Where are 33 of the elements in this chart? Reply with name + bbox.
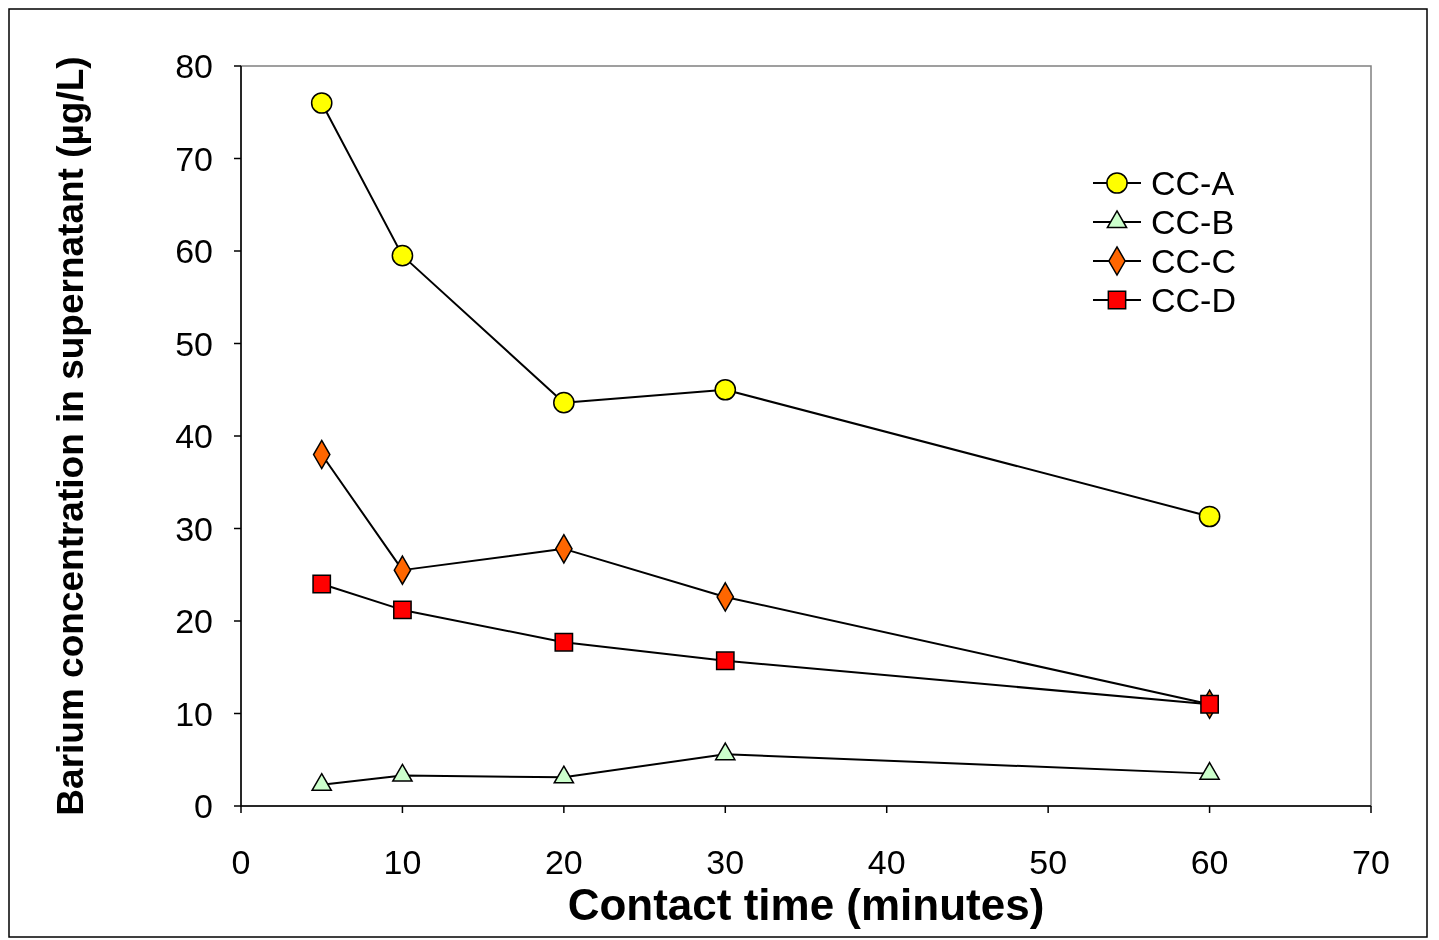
y-tick-label: 10 bbox=[175, 694, 213, 733]
y-tick-label: 50 bbox=[175, 324, 213, 363]
legend-label: CC-A bbox=[1151, 164, 1235, 202]
legend-label: CC-D bbox=[1151, 281, 1236, 319]
y-tick-label: 40 bbox=[175, 417, 213, 455]
point bbox=[1198, 505, 1221, 528]
y-tick-label: 0 bbox=[194, 787, 213, 825]
x-tick-label: 20 bbox=[544, 843, 583, 881]
x-tick-label: 10 bbox=[383, 843, 422, 881]
legend-label: CC-C bbox=[1151, 242, 1236, 280]
point bbox=[553, 391, 575, 414]
point bbox=[391, 244, 414, 267]
x-tick-label: 40 bbox=[867, 843, 906, 881]
point bbox=[1200, 694, 1219, 714]
x-tick-label: 60 bbox=[1190, 843, 1229, 881]
x-tick-label: 70 bbox=[1352, 843, 1390, 881]
legend-label: CC-B bbox=[1151, 203, 1235, 241]
y-tick-label: 70 bbox=[175, 139, 213, 178]
point bbox=[310, 92, 333, 114]
x-tick-label: 0 bbox=[231, 843, 251, 881]
point bbox=[715, 651, 735, 671]
y-tick-label: 30 bbox=[175, 509, 213, 548]
x-axis-title: Contact time (minutes) bbox=[567, 880, 1045, 929]
point bbox=[714, 378, 737, 401]
y-axis-title: Barium concentration in supernatant (µg/L) bbox=[50, 56, 91, 816]
point bbox=[393, 600, 412, 620]
y-tick-label: 60 bbox=[175, 232, 213, 270]
x-tick-label: 30 bbox=[706, 843, 745, 881]
y-tick-label: 80 bbox=[175, 47, 213, 85]
x-tick-label: 50 bbox=[1029, 843, 1068, 881]
point bbox=[554, 632, 574, 652]
y-tick-label: 20 bbox=[175, 602, 213, 640]
point bbox=[312, 574, 332, 594]
